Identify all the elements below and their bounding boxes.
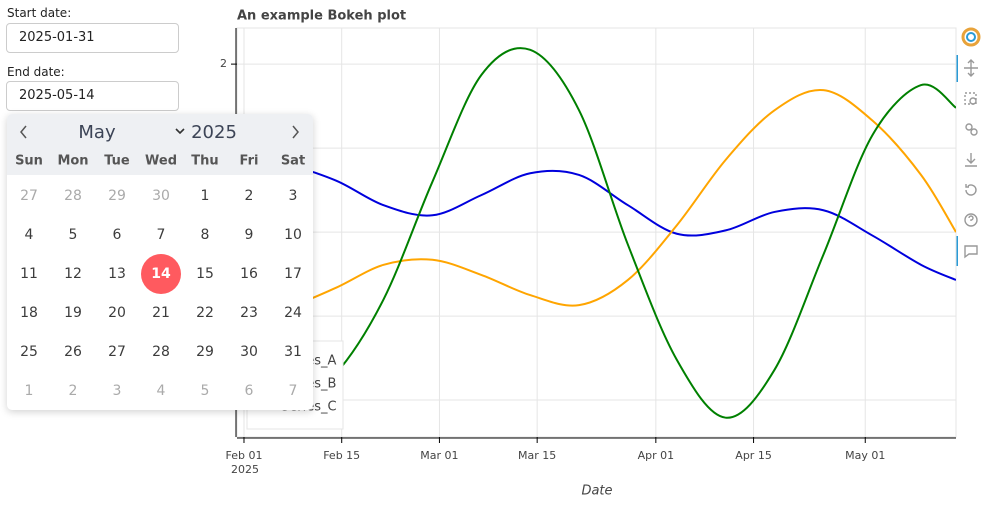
day[interactable]: 26	[64, 344, 82, 360]
reset-tool[interactable]	[965, 184, 977, 196]
day[interactable]: 29	[196, 344, 214, 360]
day[interactable]: 28	[152, 344, 170, 360]
save-tool[interactable]	[965, 153, 977, 167]
x-tick-label: Mar 01	[420, 449, 458, 462]
day[interactable]: 22	[196, 305, 214, 321]
day[interactable]: 27	[108, 344, 126, 360]
day[interactable]: 28	[64, 188, 82, 204]
calendar: May 2025 Sun Mon Tue Wed Thu Fri Sat 27 28 29 30 1 2…	[7, 114, 313, 410]
selected-day	[141, 254, 181, 294]
month-dropdown[interactable]	[175, 128, 185, 135]
day[interactable]: 24	[284, 305, 302, 321]
help-tool[interactable]	[964, 213, 978, 227]
day[interactable]: 6	[245, 383, 254, 399]
day[interactable]: 30	[152, 188, 170, 204]
series-line	[237, 165, 956, 281]
box-zoom-tool[interactable]	[964, 92, 977, 105]
day[interactable]: 23	[240, 305, 258, 321]
weekday: Wed	[145, 154, 177, 169]
weekday: Mon	[57, 154, 88, 169]
x-tick-label: Mar 15	[518, 449, 556, 462]
month-select[interactable]: May	[78, 122, 116, 143]
pan-tool[interactable]	[964, 59, 978, 77]
wheel-zoom-tool[interactable]	[965, 123, 978, 136]
day[interactable]: 7	[289, 383, 298, 399]
hover-tool[interactable]	[964, 245, 978, 259]
day[interactable]: 3	[113, 383, 122, 399]
x-tick-label: Apr 15	[735, 449, 772, 462]
day[interactable]: 27	[20, 188, 38, 204]
day[interactable]: 10	[284, 227, 302, 243]
day[interactable]: 4	[25, 227, 34, 243]
day[interactable]: 18	[20, 305, 38, 321]
day[interactable]: 2	[69, 383, 78, 399]
chart-title: An example Bokeh plot	[237, 9, 406, 24]
day[interactable]: 6	[113, 227, 122, 243]
day[interactable]: 29	[108, 188, 126, 204]
day[interactable]: 2	[245, 188, 254, 204]
day[interactable]: 9	[245, 227, 254, 243]
end-date-input[interactable]: 2025-05-14	[6, 81, 179, 111]
day[interactable]: 13	[108, 266, 126, 282]
x-tick-label: May 01	[845, 449, 885, 462]
toolbar	[956, 27, 981, 266]
day[interactable]: 1	[25, 383, 34, 399]
day[interactable]: 15	[196, 266, 214, 282]
day[interactable]: 17	[284, 266, 302, 282]
x-tick-label: Feb 15	[323, 449, 360, 462]
calendar-header	[7, 114, 313, 175]
year-input[interactable]: 2025	[191, 122, 237, 143]
next-month[interactable]	[292, 125, 299, 139]
x-axis-label: Date	[581, 484, 612, 499]
weekday: Sun	[15, 154, 43, 169]
day[interactable]: 25	[20, 344, 38, 360]
bokeh-logo[interactable]	[961, 27, 981, 47]
day[interactable]: 5	[69, 227, 78, 243]
start-date-label: Start date:	[7, 6, 72, 20]
day[interactable]: 12	[64, 266, 82, 282]
active-indicator	[956, 55, 958, 82]
day[interactable]: 19	[64, 305, 82, 321]
day[interactable]: 21	[152, 305, 170, 321]
x-tick-label: Feb 01	[225, 449, 262, 462]
day[interactable]: 20	[108, 305, 126, 321]
x-tick-label: 2025	[231, 463, 259, 476]
day[interactable]: 5	[201, 383, 210, 399]
day[interactable]: 16	[240, 266, 258, 282]
day[interactable]: 30	[240, 344, 258, 360]
weekday: Sat	[281, 154, 305, 169]
weekday: Fri	[240, 154, 259, 169]
end-date-label: End date:	[7, 65, 65, 79]
day[interactable]: 1	[201, 188, 210, 204]
start-date-input[interactable]: 2025-01-31	[6, 23, 179, 53]
active-indicator	[956, 236, 958, 266]
x-tick-label: Apr 01	[638, 449, 675, 462]
series-line	[237, 47, 956, 419]
day[interactable]: 31	[284, 344, 302, 360]
day[interactable]: 3	[289, 188, 298, 204]
series-line	[237, 89, 956, 318]
day[interactable]: 8	[201, 227, 210, 243]
y-tick-label: 2	[220, 57, 227, 70]
prev-month[interactable]	[20, 125, 27, 139]
selected-day-label[interactable]: 14	[151, 266, 171, 282]
weekday: Tue	[104, 154, 130, 169]
day[interactable]: 11	[20, 266, 38, 282]
day[interactable]: 4	[157, 383, 166, 399]
weekday: Thu	[191, 154, 218, 169]
day[interactable]: 7	[157, 227, 166, 243]
